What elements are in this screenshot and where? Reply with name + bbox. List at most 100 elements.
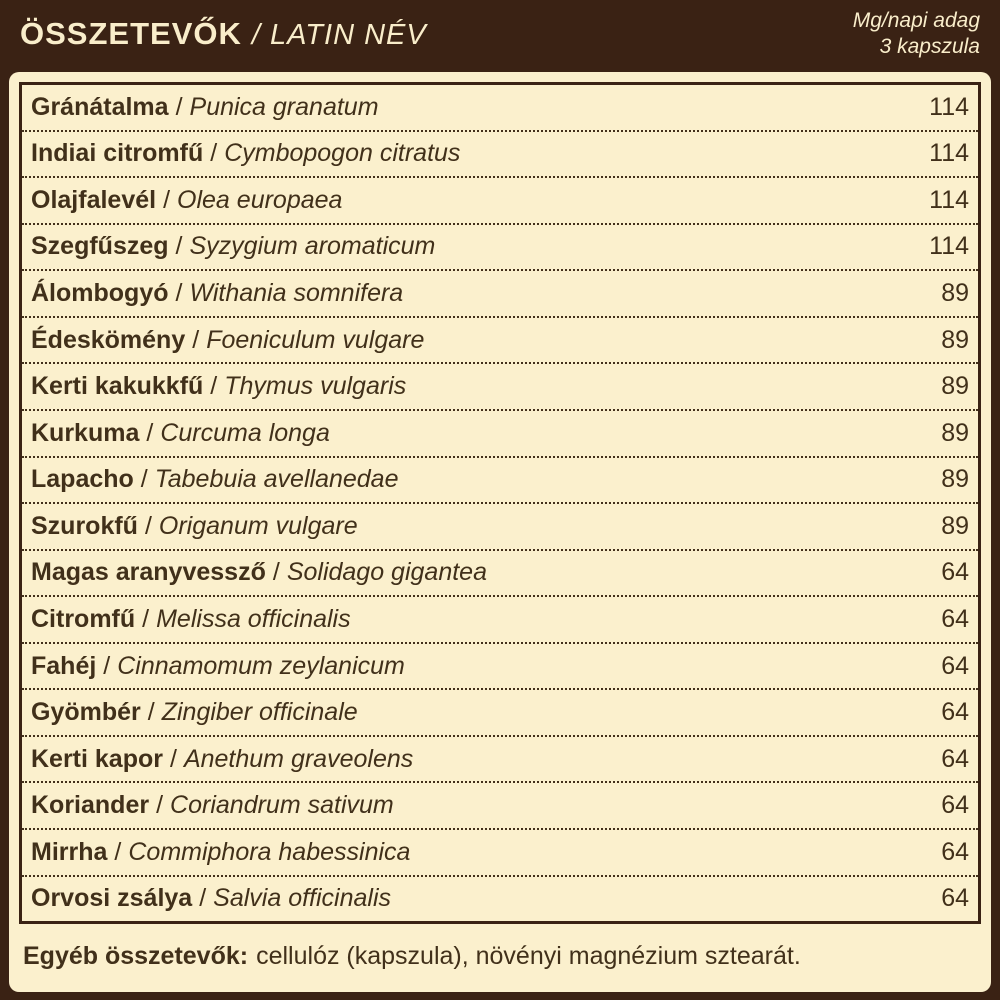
row-slash: /	[147, 698, 155, 727]
page-title: ÖSSZETEVŐK / LATIN NÉV	[20, 16, 427, 52]
ingredient-name: Kerti kakukkfű	[31, 372, 204, 401]
ingredient-label: Fahéj / Cinnamomum zeylanicum	[31, 652, 405, 681]
ingredient-latin: Melissa officinalis	[156, 604, 351, 633]
ingredient-name: Olajfalevél	[31, 185, 157, 214]
ingredient-latin: Zingiber officinale	[161, 698, 358, 727]
ingredient-label: Gyömbér / Zingiber officinale	[31, 698, 358, 727]
title-latin: / LATIN NÉV	[251, 19, 427, 51]
ingredient-label: Gránátalma / Punica granatum	[31, 93, 379, 122]
row-slash: /	[199, 884, 207, 913]
ingredient-label: Kurkuma / Curcuma longa	[31, 419, 330, 448]
ingredient-mg: 114	[929, 139, 969, 168]
row-slash: /	[175, 279, 183, 308]
dose-line-1: Mg/napi adag	[852, 8, 980, 32]
ingredient-latin: Tabebuia avellanedae	[154, 465, 399, 494]
ingredient-name: Szurokfű	[31, 511, 138, 540]
ingredient-label: Indiai citromfű / Cymbopogon citratus	[31, 139, 460, 168]
table-row: Magas aranyvessző / Solidago gigantea 64	[22, 551, 978, 598]
ingredient-mg: 64	[941, 604, 969, 633]
ingredient-latin: Olea europaea	[177, 185, 343, 214]
ingredient-mg: 89	[941, 511, 969, 540]
table-row: Édeskömény / Foeniculum vulgare 89	[22, 318, 978, 365]
ingredient-label: Magas aranyvessző / Solidago gigantea	[31, 558, 487, 587]
ingredient-label: Mirrha / Commiphora habessinica	[31, 838, 410, 867]
table-row: Lapacho / Tabebuia avellanedae 89	[22, 458, 978, 505]
title-hungarian: ÖSSZETEVŐK	[20, 16, 242, 51]
row-slash: /	[169, 744, 177, 773]
ingredient-latin: Withania somnifera	[189, 279, 404, 308]
table-row: Kerti kakukkfű / Thymus vulgaris 89	[22, 364, 978, 411]
other-ingredients-label: Egyéb összetevők:	[23, 941, 249, 970]
dose-info: Mg/napi adag 3 kapszula	[853, 8, 980, 61]
ingredient-mg: 89	[941, 372, 969, 401]
table-row: Fahéj / Cinnamomum zeylanicum 64	[22, 644, 978, 691]
ingredient-name: Kurkuma	[31, 418, 140, 447]
row-slash: /	[272, 558, 280, 587]
ingredient-mg: 89	[941, 418, 969, 447]
ingredient-mg: 89	[941, 279, 969, 308]
ingredient-mg: 89	[941, 465, 969, 494]
row-slash: /	[156, 791, 164, 820]
ingredients-table: Gránátalma / Punica granatum 114 Indiai ci…	[19, 82, 981, 924]
ingredient-name: Álombogyó	[31, 279, 169, 308]
ingredient-latin: Cinnamomum zeylanicum	[117, 651, 405, 680]
ingredient-name: Koriander	[31, 791, 150, 820]
table-row: Szurokfű / Origanum vulgare 89	[22, 504, 978, 551]
ingredient-name: Indiai citromfű	[31, 139, 204, 168]
ingredient-name: Szegfűszeg	[31, 232, 169, 261]
ingredient-label: Orvosi zsálya / Salvia officinalis	[31, 884, 391, 913]
ingredient-latin: Foeniculum vulgare	[206, 325, 425, 354]
row-slash: /	[142, 604, 150, 633]
ingredient-label: Olajfalevél / Olea europaea	[31, 186, 342, 215]
ingredient-mg: 64	[941, 558, 969, 587]
ingredient-name: Gránátalma	[31, 92, 169, 121]
ingredient-latin: Origanum vulgare	[158, 511, 358, 540]
ingredient-name: Orvosi zsálya	[31, 884, 193, 913]
dose-line-2: 3 kapszula	[879, 35, 980, 58]
ingredient-latin: Cymbopogon citratus	[224, 139, 461, 168]
ingredient-latin: Solidago gigantea	[286, 558, 487, 587]
row-slash: /	[144, 511, 152, 540]
ingredient-latin: Coriandrum sativum	[170, 791, 394, 820]
table-row: Citromfű / Melissa officinalis 64	[22, 597, 978, 644]
ingredient-name: Kerti kapor	[31, 744, 163, 773]
ingredient-name: Gyömbér	[31, 698, 141, 727]
ingredient-label: Szurokfű / Origanum vulgare	[31, 512, 358, 541]
other-ingredients-text: cellulóz (kapszula), növényi magnézium s…	[256, 941, 801, 970]
ingredient-mg: 64	[941, 791, 969, 820]
ingredient-label: Koriander / Coriandrum sativum	[31, 791, 394, 820]
table-row: Indiai citromfű / Cymbopogon citratus 114	[22, 132, 978, 179]
table-row: Olajfalevél / Olea europaea 114	[22, 178, 978, 225]
ingredient-label: Szegfűszeg / Syzygium aromaticum	[31, 232, 435, 261]
table-row: Gyömbér / Zingiber officinale 64	[22, 690, 978, 737]
ingredient-label: Kerti kapor / Anethum graveolens	[31, 745, 413, 774]
ingredient-name: Magas aranyvessző	[31, 558, 266, 587]
label-header: ÖSSZETEVŐK / LATIN NÉV Mg/napi adag 3 ka…	[0, 0, 1000, 72]
row-slash: /	[210, 139, 218, 168]
ingredient-mg: 114	[929, 185, 969, 214]
row-slash: /	[140, 465, 148, 494]
ingredient-name: Mirrha	[31, 837, 108, 866]
ingredient-name: Édeskömény	[31, 325, 186, 354]
table-row: Álombogyó / Withania somnifera 89	[22, 271, 978, 318]
row-slash: /	[114, 837, 122, 866]
row-slash: /	[192, 325, 200, 354]
ingredient-mg: 114	[929, 92, 969, 121]
ingredient-latin: Salvia officinalis	[213, 884, 392, 913]
ingredient-mg: 64	[941, 744, 969, 773]
row-slash: /	[163, 185, 171, 214]
table-row: Orvosi zsálya / Salvia officinalis 64	[22, 877, 978, 922]
ingredient-name: Fahéj	[31, 651, 97, 680]
table-row: Koriander / Coriandrum sativum 64	[22, 783, 978, 830]
ingredient-name: Lapacho	[31, 465, 134, 494]
ingredient-latin: Thymus vulgaris	[224, 372, 407, 401]
ingredient-label: Citromfű / Melissa officinalis	[31, 605, 351, 634]
ingredient-mg: 114	[929, 232, 969, 261]
ingredient-latin: Syzygium aromaticum	[189, 232, 436, 261]
ingredient-label: Kerti kakukkfű / Thymus vulgaris	[31, 372, 406, 401]
ingredient-label: Álombogyó / Withania somnifera	[31, 279, 403, 308]
ingredient-mg: 64	[941, 837, 969, 866]
table-row: Kerti kapor / Anethum graveolens 64	[22, 737, 978, 784]
table-row: Szegfűszeg / Syzygium aromaticum 114	[22, 225, 978, 272]
table-row: Gránátalma / Punica granatum 114	[22, 85, 978, 132]
